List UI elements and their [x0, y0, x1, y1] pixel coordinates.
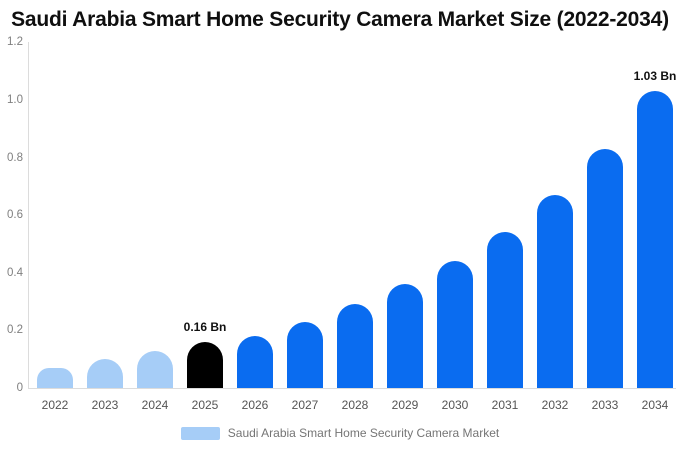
x-tick-label: 2027 [291, 398, 319, 412]
value-label-2034: 1.03 Bn [633, 69, 677, 83]
x-tick-label: 2032 [541, 398, 569, 412]
x-tick-label: 2030 [441, 398, 469, 412]
y-tick-label: 0.2 [7, 324, 23, 337]
x-tick-label: 2033 [591, 398, 619, 412]
y-axis-line [28, 42, 29, 388]
bar-2024 [137, 351, 173, 388]
x-tick-label: 2034 [641, 398, 669, 412]
y-tick-label: 0.8 [7, 151, 23, 164]
bar-2030 [437, 261, 473, 388]
y-tick-label: 0 [16, 382, 23, 394]
bar-2027 [287, 322, 323, 388]
y-tick-label: 0.6 [7, 209, 23, 222]
chart-title: Saudi Arabia Smart Home Security Camera … [11, 8, 669, 31]
x-tick-label: 2024 [141, 398, 169, 412]
legend-swatch [180, 426, 220, 440]
x-tick-label: 2026 [241, 398, 269, 412]
x-tick-label: 2022 [41, 398, 69, 412]
bar-2026 [237, 336, 273, 388]
x-tick-label: 2029 [391, 398, 419, 412]
bar-2034 [637, 91, 673, 388]
bar-2023 [87, 359, 123, 388]
bar-2029 [387, 284, 423, 388]
y-tick-label: 1.2 [7, 36, 23, 49]
value-label-2025: 0.16 Bn [183, 320, 227, 334]
x-tick-label: 2023 [91, 398, 119, 412]
y-tick-label: 0.4 [7, 266, 23, 279]
bar-2025 [187, 342, 223, 388]
bar-2033 [587, 149, 623, 388]
bar-2028 [337, 304, 373, 388]
legend-label: Saudi Arabia Smart Home Security Camera … [227, 426, 500, 440]
bar-2032 [537, 195, 573, 388]
bar-2031 [487, 232, 523, 388]
x-tick-label: 2028 [341, 398, 369, 412]
bar-2022 [37, 368, 73, 388]
x-tick-label: 2025 [191, 398, 219, 412]
x-tick-label: 2031 [491, 398, 519, 412]
legend-item[interactable]: Saudi Arabia Smart Home Security Camera … [0, 426, 680, 440]
x-axis-line [28, 388, 676, 389]
y-tick-label: 1.0 [7, 94, 23, 106]
